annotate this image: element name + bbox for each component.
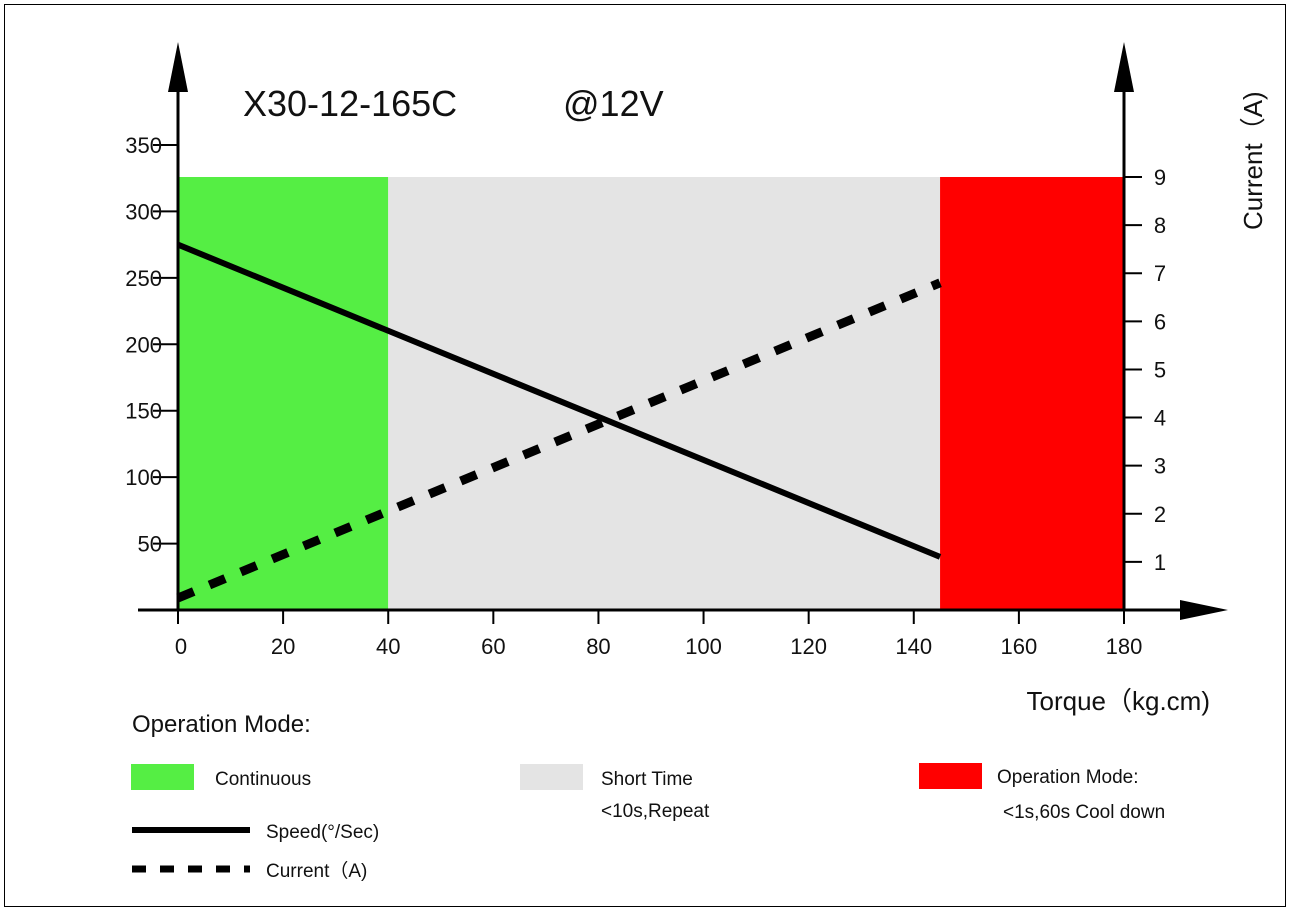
region-0	[178, 177, 389, 610]
ticks: 0 20 40 60 80 100 120 140 160 180 50 100 150 200 250 30…	[125, 133, 1166, 659]
series-current-line	[176, 278, 942, 603]
x-tick-label: 80	[586, 634, 610, 659]
y-tick-label: 100	[125, 465, 162, 490]
y2-tick-label: 2	[1154, 502, 1166, 527]
y-tick-label: 300	[125, 199, 162, 224]
y2-tick-label: 9	[1154, 165, 1166, 190]
x-tick-label: 120	[790, 634, 827, 659]
legend-note-operation: <1s,60s Cool down	[1003, 802, 1165, 823]
x-axis-arrow	[1180, 600, 1228, 620]
y-tick-label: 150	[125, 399, 162, 424]
legend-note-short-time: <10s,Repeat	[601, 801, 710, 822]
y-tick-label: 200	[125, 332, 162, 357]
y2-tick-label: 6	[1154, 309, 1166, 334]
x-tick-label: 140	[895, 634, 932, 659]
region-2	[940, 177, 1124, 610]
legend-label-speed: Speed(°/Sec)	[266, 822, 379, 843]
legend-swatch-continuous	[131, 764, 194, 790]
y-tick-label: 50	[138, 532, 162, 557]
y2-tick-label: 5	[1154, 357, 1166, 382]
region-1	[388, 177, 941, 610]
y2-tick-label: 3	[1154, 454, 1166, 479]
series-group	[176, 241, 942, 603]
x-axis-title: Torque（kg.cm)	[1027, 686, 1211, 716]
x-tick-label: 100	[685, 634, 722, 659]
x-tick-label: 0	[175, 634, 187, 659]
x-tick-label: 160	[1001, 634, 1038, 659]
y-tick-label: 350	[125, 133, 162, 158]
y2-tick-label: 8	[1154, 213, 1166, 238]
y2-axis-title: Current（A)	[1238, 91, 1268, 230]
x-tick-label: 60	[481, 634, 505, 659]
y2-tick-label: 4	[1154, 406, 1166, 431]
legend-label-operation: Operation Mode:	[997, 767, 1139, 788]
y-tick-label: 250	[125, 266, 162, 291]
operation-regions	[178, 177, 1124, 610]
legend: Operation Mode: Continuous Short Time <1…	[131, 711, 1165, 882]
x-tick-label: 40	[376, 634, 400, 659]
legend-swatch-short-time	[520, 764, 583, 790]
chart-title: X30-12-165C	[243, 83, 457, 124]
y-axis-right-arrow	[1114, 42, 1134, 92]
legend-swatch-operation	[919, 763, 982, 789]
y-axis-left-arrow	[168, 42, 188, 92]
x-tick-label: 180	[1106, 634, 1143, 659]
series-speed-line	[176, 241, 942, 560]
chart-subtitle: @12V	[563, 83, 664, 124]
axes	[138, 42, 1228, 620]
y2-tick-label: 1	[1154, 550, 1166, 575]
y2-tick-label: 7	[1154, 261, 1166, 286]
legend-label-continuous: Continuous	[215, 769, 311, 790]
x-tick-label: 20	[271, 634, 295, 659]
legend-label-current: Current（A)	[266, 860, 367, 882]
legend-label-short-time: Short Time	[601, 769, 693, 790]
legend-heading: Operation Mode:	[132, 711, 311, 738]
